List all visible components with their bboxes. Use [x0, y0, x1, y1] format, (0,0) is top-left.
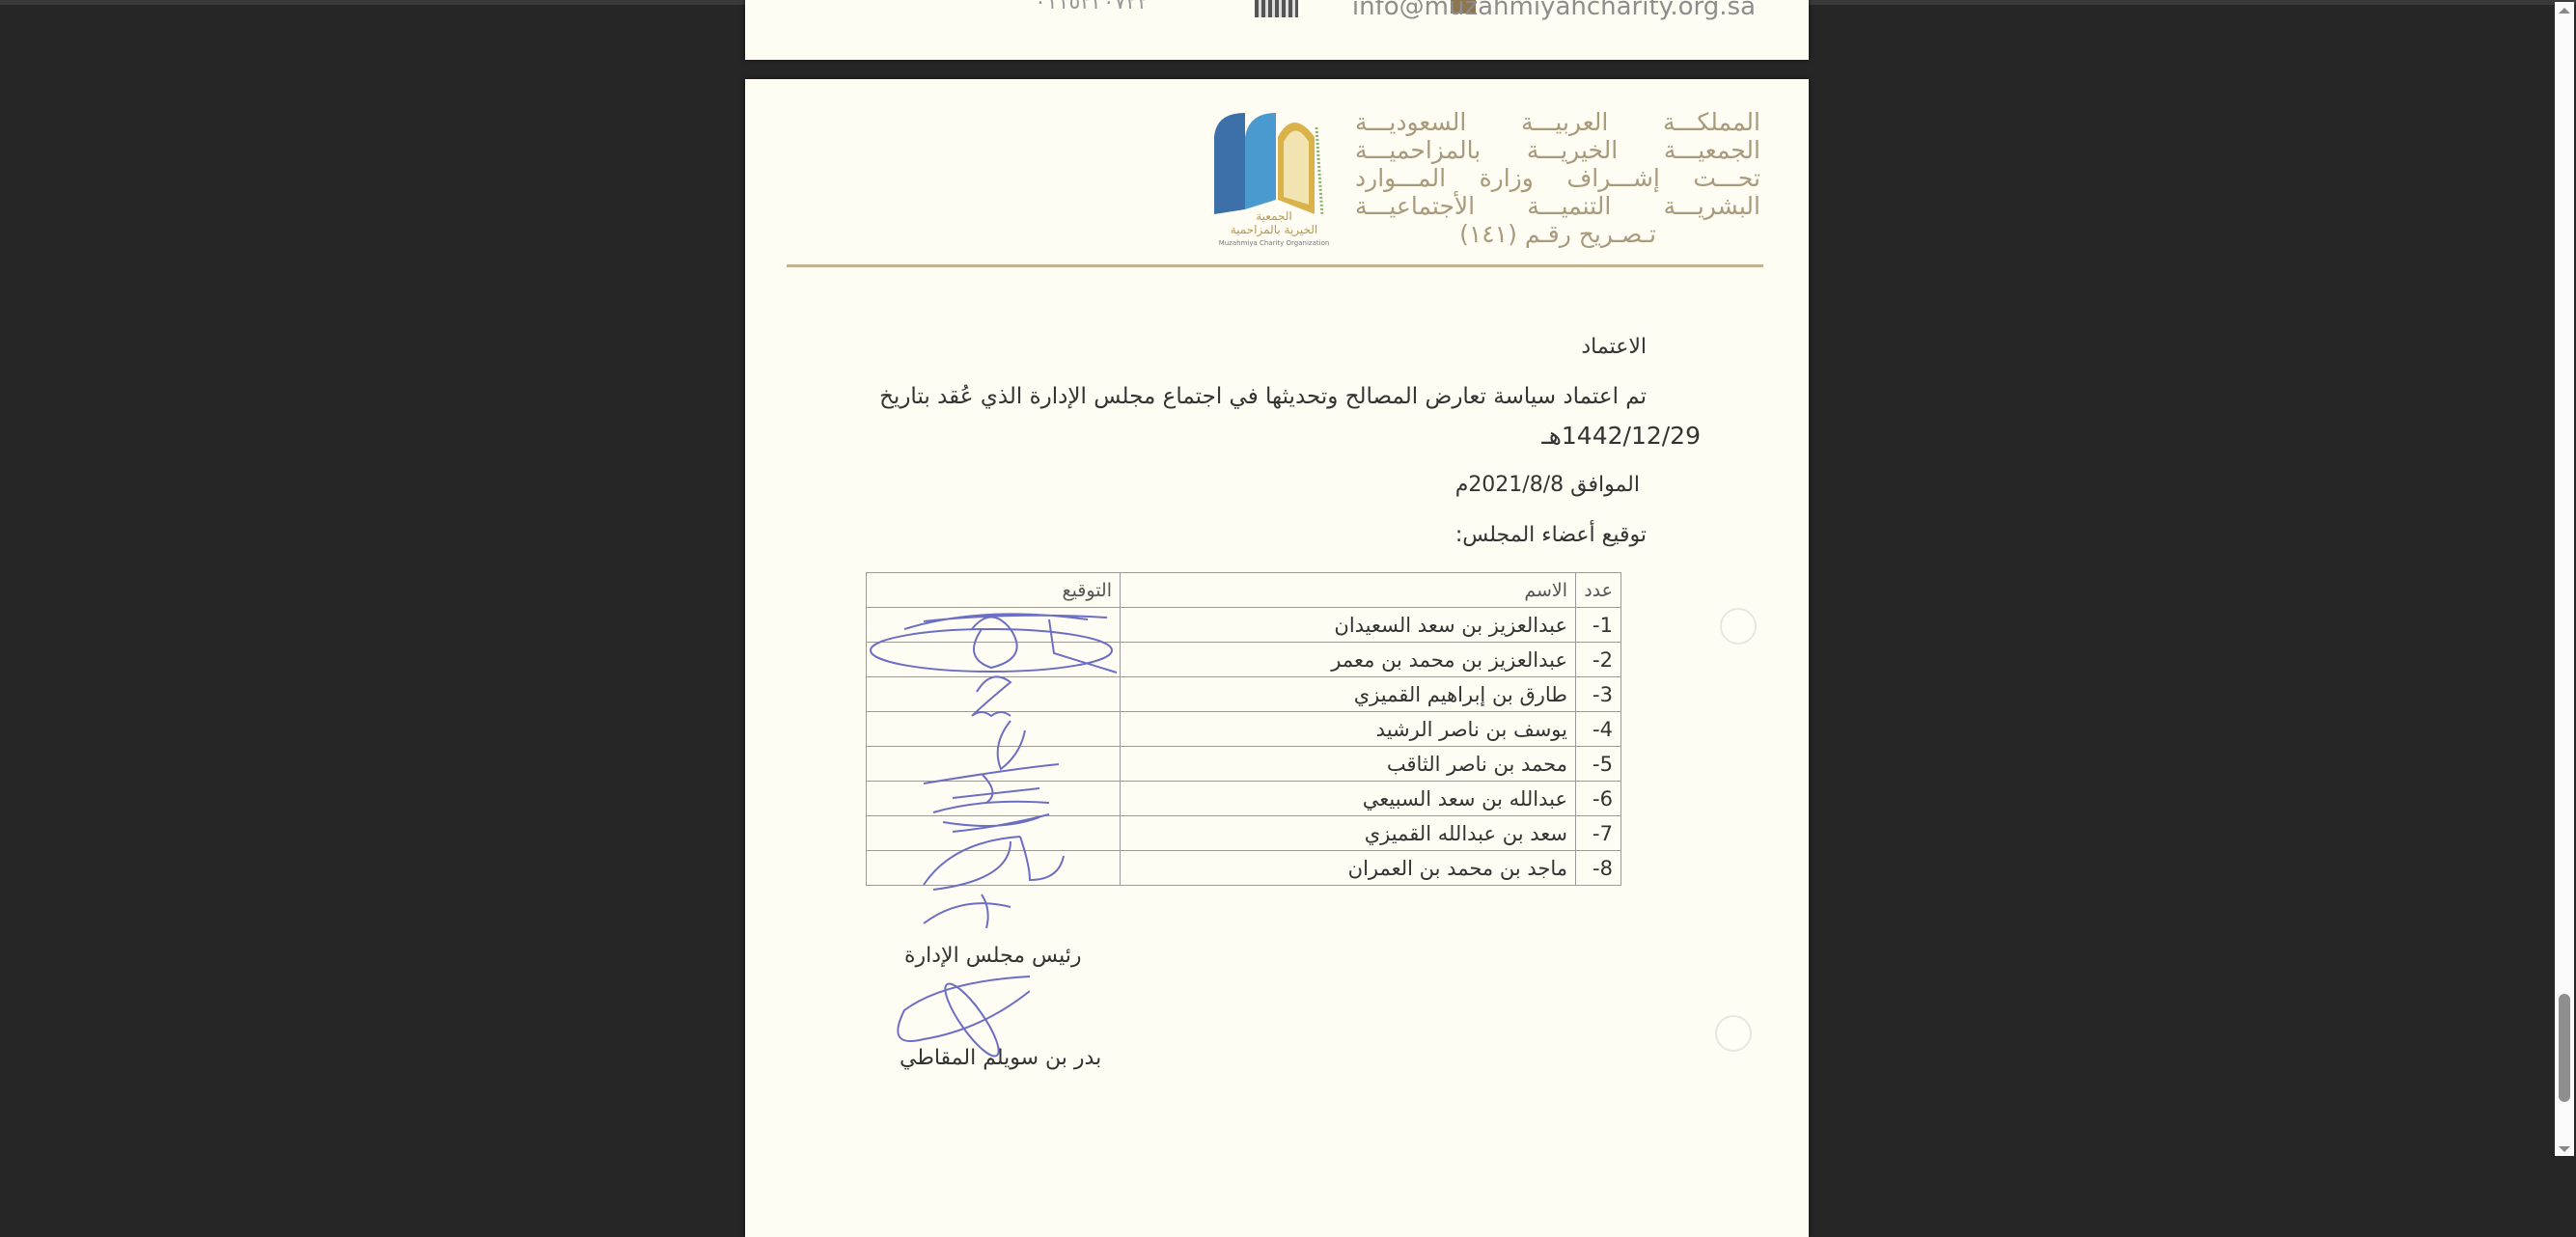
row-signature [866, 642, 1121, 677]
row-num: 8- [1575, 850, 1621, 886]
row-signature [866, 850, 1121, 886]
header-name: الاسم [1120, 572, 1576, 608]
letterhead-line: المملكـــة العربيـــة السعوديـــة [1355, 108, 1760, 136]
row-name: عبدالعزيز بن سعد السعيدان [1120, 607, 1576, 643]
row-name: عبدالله بن سعد السبيعي [1120, 781, 1576, 816]
charity-logo [1214, 113, 1324, 217]
row-signature [866, 676, 1121, 712]
footer-phone: ٠١١٥٢٣٠٧٢٢ [1035, 0, 1150, 14]
table-row: 2- عبدالعزيز بن محمد بن معمر [866, 642, 1621, 677]
row-num: 7- [1575, 815, 1621, 851]
letterhead-text: المملكـــة العربيـــة السعوديـــة الجمعي… [1355, 108, 1760, 248]
approval-paragraph: تم اعتماد سياسة تعارض المصالح وتحديثها ف… [879, 384, 1647, 409]
row-signature [866, 815, 1121, 851]
letterhead-line: البشريـــة التنميـــة الأجتماعيـــة [1355, 192, 1760, 220]
chair-signature [897, 976, 1030, 1058]
footer-email: info@muzahmiyahcharity.org.sa [1351, 0, 1756, 21]
row-num: 3- [1575, 676, 1621, 712]
board-members-table: عدد الاسم التوقيع 1- عبدالعزيز بن سعد الس… [866, 572, 1621, 886]
row-name: عبدالعزيز بن محمد بن معمر [1120, 642, 1576, 677]
letterhead-line: تحـــت إشـــراف وزارة المـــوارد [1355, 164, 1760, 192]
row-signature [866, 711, 1121, 747]
scrollbar-thumb[interactable] [2559, 994, 2570, 1102]
gregorian-date: الموافق 2021/8/8م [1454, 473, 1640, 497]
document-title: الاعتماد [1581, 335, 1647, 359]
row-name: يوسف بن ناصر الرشيد [1120, 711, 1576, 747]
punch-hole-mark [1715, 1015, 1752, 1052]
chair-title: رئيس مجلس الإدارة [904, 944, 1082, 968]
row-signature [866, 781, 1121, 816]
scroll-up-arrow-icon[interactable] [2559, 8, 2570, 14]
header-signature: التوقيع [866, 572, 1121, 608]
logo-text: الخيرية بالمزاحمية [1230, 223, 1318, 236]
email-icon [1451, 0, 1476, 14]
table-row: 1- عبدالعزيز بن سعد السعيدان [866, 607, 1621, 643]
table-row: 6- عبدالله بن سعد السبيعي [866, 781, 1621, 816]
letterhead-license: تـصـريح رقـم (١٤١) [1459, 220, 1656, 248]
table-row: 3- طارق بن إبراهيم القميزي [866, 676, 1621, 712]
punch-hole-mark [1720, 608, 1757, 645]
table-row: 5- محمد بن ناصر الثاقب [866, 746, 1621, 782]
letterhead-line: الجمعيـــة الخيريـــة بالمزاحميـــة [1355, 136, 1760, 164]
header-divider [787, 264, 1763, 267]
row-signature [866, 746, 1121, 782]
row-name: طارق بن إبراهيم القميزي [1120, 676, 1576, 712]
chair-name: بدر بن سويلم المقاطي [900, 1046, 1102, 1070]
signature-8 [923, 893, 1011, 928]
row-num: 1- [1575, 607, 1621, 643]
table-row: 8- ماجد بن محمد بن العمران [866, 850, 1621, 886]
logo-text-en: Muzahmiya Charity Organization [1218, 239, 1330, 247]
members-label: توقيع أعضاء المجلس: [1454, 523, 1647, 547]
row-name: ماجد بن محمد بن العمران [1120, 850, 1576, 886]
row-num: 2- [1575, 642, 1621, 677]
table-row: 4- يوسف بن ناصر الرشيد [866, 711, 1621, 747]
row-num: 5- [1575, 746, 1621, 782]
hijri-date: 1442/12/29هـ [1541, 422, 1701, 450]
scroll-down-arrow-icon[interactable] [2559, 1146, 2570, 1152]
row-name: سعد بن عبدالله القميزي [1120, 815, 1576, 851]
logo-text: الجمعية [1256, 209, 1292, 223]
row-num: 4- [1575, 711, 1621, 747]
logo-caption: الجمعية الخيرية بالمزاحمية Muzahmiya Cha… [1206, 209, 1342, 250]
qr-code [1255, 0, 1298, 17]
header-num: عدد [1575, 572, 1621, 608]
table-header-row: عدد الاسم التوقيع [866, 572, 1621, 608]
pdf-page-current: المملكـــة العربيـــة السعوديـــة الجمعي… [745, 79, 1809, 1237]
row-name: محمد بن ناصر الثاقب [1120, 746, 1576, 782]
row-signature [866, 607, 1121, 643]
row-num: 6- [1575, 781, 1621, 816]
vertical-scrollbar[interactable] [2555, 2, 2574, 1156]
pdf-page-previous: ٠١١٥٢٣٠٧٢٢ info@muzahmiyahcharity.org.sa [745, 0, 1809, 60]
table-row: 7- سعد بن عبدالله القميزي [866, 815, 1621, 851]
